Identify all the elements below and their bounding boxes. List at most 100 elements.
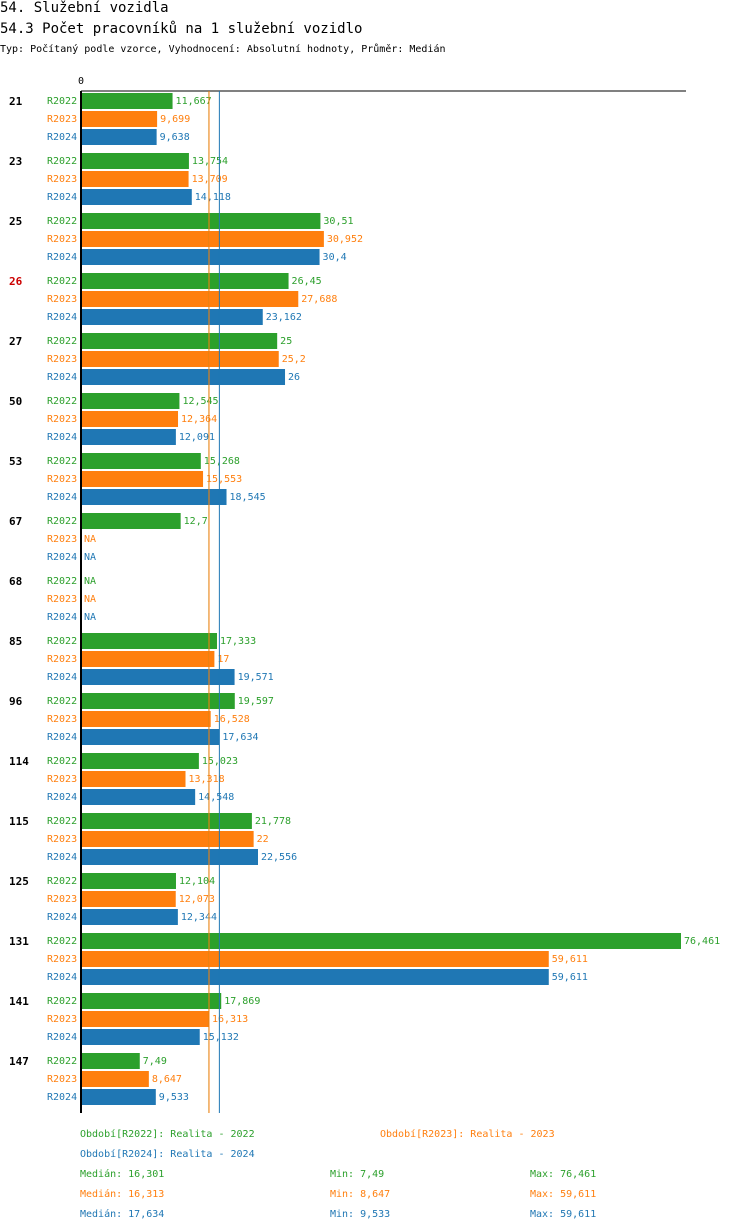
series-label: R2023	[47, 294, 77, 305]
group-label: 50	[9, 395, 22, 408]
data-label: 59,611	[552, 954, 588, 965]
data-label: 12,545	[182, 396, 218, 407]
data-label: NA	[84, 612, 96, 623]
series-label: R2024	[47, 432, 77, 443]
series-label: R2024	[47, 492, 77, 503]
bar	[81, 1029, 200, 1045]
series-label: R2023	[47, 774, 77, 785]
data-label: 22	[257, 834, 269, 845]
series-label: R2022	[47, 636, 77, 647]
stat-min-r2022: Min: 7,49	[330, 1169, 385, 1180]
series-label: R2024	[47, 792, 77, 803]
series-label: R2022	[47, 516, 77, 527]
data-label: 23,162	[266, 312, 302, 323]
bar	[81, 453, 201, 469]
bar	[81, 111, 158, 127]
x-axis-zero-label: 0	[78, 76, 84, 87]
series-label: R2024	[47, 852, 77, 863]
data-label: NA	[84, 534, 96, 545]
series-label: R2024	[47, 312, 77, 323]
data-label: 25	[280, 336, 292, 347]
data-label: 8,647	[152, 1074, 182, 1085]
data-label: 17,634	[222, 732, 258, 743]
series-label: R2023	[47, 414, 77, 425]
group-label: 125	[9, 875, 29, 888]
data-label: 12,091	[179, 432, 215, 443]
data-label: 12,364	[181, 414, 217, 425]
series-label: R2024	[47, 192, 77, 203]
data-label: 19,571	[238, 672, 274, 683]
bar	[81, 393, 180, 409]
bar	[81, 1053, 140, 1069]
bar	[81, 93, 173, 109]
series-label: R2023	[47, 114, 77, 125]
data-label: 9,533	[159, 1092, 189, 1103]
bar	[81, 471, 204, 487]
series-label: R2022	[47, 876, 77, 887]
series-label: R2023	[47, 714, 77, 725]
series-label: R2022	[47, 396, 77, 407]
group-label: 115	[9, 815, 29, 828]
data-label: 30,51	[323, 216, 353, 227]
series-label: R2023	[47, 354, 77, 365]
bar	[81, 231, 324, 247]
data-label: 21,778	[255, 816, 291, 827]
bar	[81, 351, 279, 367]
bar	[81, 651, 215, 667]
data-label: 12,344	[181, 912, 217, 923]
data-label: 15,023	[202, 756, 238, 767]
data-label: 12,073	[179, 894, 215, 905]
chart-title: 54.3 Počet pracovníků na 1 služební vozi…	[0, 21, 363, 37]
bar	[81, 411, 179, 427]
series-label: R2023	[47, 834, 77, 845]
data-label: 15,268	[204, 456, 240, 467]
data-label: 15,132	[203, 1032, 239, 1043]
series-label: R2022	[47, 996, 77, 1007]
data-label: 26,45	[292, 276, 322, 287]
series-label: R2024	[47, 132, 77, 143]
series-label: R2024	[47, 672, 77, 683]
bar	[81, 369, 286, 385]
bar	[81, 873, 176, 889]
group-label: 114	[9, 755, 29, 768]
group-label: 25	[9, 215, 22, 228]
bar	[81, 309, 263, 325]
data-label: 13,318	[189, 774, 225, 785]
data-label: 22,556	[261, 852, 297, 863]
series-label: R2022	[47, 276, 77, 287]
bar	[81, 273, 289, 289]
bar	[81, 153, 189, 169]
series-label: R2022	[47, 216, 77, 227]
series-label: R2024	[47, 912, 77, 923]
group-label: 96	[9, 695, 23, 708]
data-label: NA	[84, 552, 96, 563]
series-label: R2022	[47, 96, 77, 107]
series-label: R2023	[47, 894, 77, 905]
bar	[81, 489, 227, 505]
bar	[81, 1089, 156, 1105]
series-label: R2023	[47, 534, 77, 545]
data-label: 9,699	[160, 114, 190, 125]
series-label: R2022	[47, 1056, 77, 1067]
group-label: 27	[9, 335, 22, 348]
series-label: R2022	[47, 576, 77, 587]
data-label: 14,118	[195, 192, 231, 203]
bar	[81, 513, 181, 529]
legend-r2024: Období[R2024]: Realita - 2024	[80, 1149, 255, 1160]
bar	[81, 171, 189, 187]
group-label: 68	[9, 575, 22, 588]
data-label: 12,7	[184, 516, 208, 527]
series-label: R2024	[47, 1032, 77, 1043]
data-label: 9,638	[160, 132, 190, 143]
bar	[81, 849, 259, 865]
group-label: 141	[9, 995, 29, 1008]
series-label: R2023	[47, 654, 77, 665]
data-label: 76,461	[684, 936, 720, 947]
page-title: 54. Služební vozidla	[0, 0, 169, 16]
bar	[81, 693, 235, 709]
series-label: R2024	[47, 732, 77, 743]
data-label: 15,553	[206, 474, 242, 485]
series-label: R2022	[47, 696, 77, 707]
bar	[81, 669, 235, 685]
